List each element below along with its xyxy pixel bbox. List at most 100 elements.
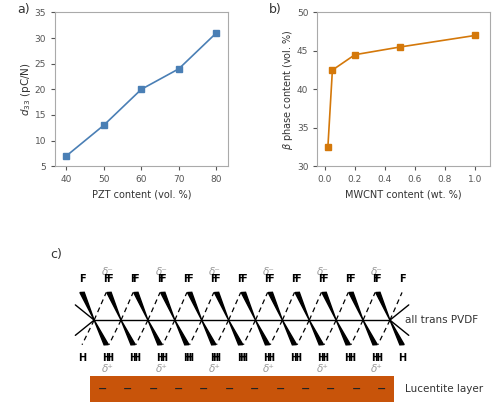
Text: F: F bbox=[156, 274, 164, 284]
Polygon shape bbox=[134, 292, 148, 320]
Y-axis label: $d_{33}$ (pC/N): $d_{33}$ (pC/N) bbox=[19, 62, 33, 116]
Text: H: H bbox=[158, 353, 167, 363]
Text: δ⁻: δ⁻ bbox=[156, 268, 168, 278]
Polygon shape bbox=[175, 320, 189, 345]
Text: H: H bbox=[183, 353, 191, 363]
Text: H: H bbox=[318, 353, 326, 363]
Text: F: F bbox=[132, 274, 139, 284]
Polygon shape bbox=[160, 292, 175, 320]
Text: H: H bbox=[102, 353, 110, 363]
Text: H: H bbox=[240, 353, 248, 363]
Text: all trans PVDF: all trans PVDF bbox=[405, 315, 478, 325]
Text: δ⁻: δ⁻ bbox=[102, 268, 114, 278]
Text: δ⁺: δ⁺ bbox=[370, 364, 382, 374]
Polygon shape bbox=[322, 292, 336, 320]
Text: H: H bbox=[186, 353, 194, 363]
Text: δ⁻: δ⁻ bbox=[209, 268, 221, 278]
Text: δ⁺: δ⁺ bbox=[263, 364, 275, 374]
Text: F: F bbox=[103, 274, 110, 284]
Text: H: H bbox=[264, 353, 272, 363]
Text: −: − bbox=[352, 384, 361, 394]
Text: −: − bbox=[98, 384, 107, 394]
Text: H: H bbox=[293, 353, 301, 363]
Text: F: F bbox=[291, 274, 298, 284]
Text: F: F bbox=[321, 274, 328, 284]
Polygon shape bbox=[295, 292, 310, 320]
Text: δ⁻: δ⁻ bbox=[370, 268, 382, 278]
Text: F: F bbox=[184, 274, 190, 284]
Polygon shape bbox=[363, 320, 378, 345]
Polygon shape bbox=[228, 320, 243, 345]
Text: F: F bbox=[240, 274, 246, 284]
Text: F: F bbox=[238, 274, 244, 284]
Polygon shape bbox=[214, 292, 228, 320]
Text: F: F bbox=[348, 274, 354, 284]
Text: H: H bbox=[371, 353, 379, 363]
Text: H: H bbox=[236, 353, 245, 363]
Text: δ⁻: δ⁻ bbox=[263, 268, 275, 278]
Polygon shape bbox=[390, 320, 404, 345]
Text: −: − bbox=[148, 384, 158, 394]
Text: H: H bbox=[398, 353, 406, 363]
Text: H: H bbox=[212, 353, 220, 363]
Polygon shape bbox=[349, 292, 363, 320]
Text: F: F bbox=[345, 274, 352, 284]
Polygon shape bbox=[241, 292, 256, 320]
Text: H: H bbox=[132, 353, 140, 363]
Text: H: H bbox=[344, 353, 352, 363]
Text: F: F bbox=[374, 274, 381, 284]
Text: F: F bbox=[160, 274, 166, 284]
Text: H: H bbox=[210, 353, 218, 363]
Text: −: − bbox=[224, 384, 234, 394]
Text: F: F bbox=[186, 274, 193, 284]
Text: H: H bbox=[156, 353, 164, 363]
Polygon shape bbox=[310, 320, 324, 345]
Text: −: − bbox=[276, 384, 285, 394]
Polygon shape bbox=[282, 320, 296, 345]
Bar bbox=[90, 375, 394, 402]
Polygon shape bbox=[80, 292, 94, 320]
Text: −: − bbox=[174, 384, 184, 394]
Text: F: F bbox=[294, 274, 300, 284]
Polygon shape bbox=[121, 320, 136, 345]
Polygon shape bbox=[268, 292, 282, 320]
Text: −: − bbox=[123, 384, 132, 394]
Polygon shape bbox=[376, 292, 390, 320]
Text: Lucentite layer: Lucentite layer bbox=[405, 384, 483, 394]
X-axis label: MWCNT content (wt. %): MWCNT content (wt. %) bbox=[346, 190, 462, 200]
Text: F: F bbox=[372, 274, 378, 284]
Polygon shape bbox=[256, 320, 270, 345]
Text: −: − bbox=[250, 384, 260, 394]
Text: H: H bbox=[78, 353, 86, 363]
Text: H: H bbox=[129, 353, 137, 363]
Text: δ⁺: δ⁺ bbox=[317, 364, 328, 374]
Text: δ⁺: δ⁺ bbox=[209, 364, 221, 374]
X-axis label: PZT content (vol. %): PZT content (vol. %) bbox=[92, 190, 191, 200]
Text: H: H bbox=[266, 353, 274, 363]
Text: F: F bbox=[318, 274, 324, 284]
Text: δ⁺: δ⁺ bbox=[102, 364, 114, 374]
Text: a): a) bbox=[17, 3, 29, 16]
Text: F: F bbox=[398, 274, 406, 284]
Text: −: − bbox=[301, 384, 310, 394]
Text: H: H bbox=[290, 353, 298, 363]
Text: H: H bbox=[347, 353, 355, 363]
Text: b): b) bbox=[269, 3, 282, 16]
Polygon shape bbox=[107, 292, 121, 320]
Text: δ⁻: δ⁻ bbox=[317, 268, 328, 278]
Polygon shape bbox=[202, 320, 216, 345]
Text: H: H bbox=[105, 353, 113, 363]
Polygon shape bbox=[148, 320, 162, 345]
Text: −: − bbox=[377, 384, 386, 394]
Text: F: F bbox=[213, 274, 220, 284]
Polygon shape bbox=[188, 292, 202, 320]
Y-axis label: $\beta$ phase content (vol. %): $\beta$ phase content (vol. %) bbox=[282, 29, 296, 150]
Text: c): c) bbox=[50, 248, 62, 261]
Text: −: − bbox=[200, 384, 208, 394]
Text: F: F bbox=[267, 274, 274, 284]
Text: −: − bbox=[326, 384, 336, 394]
Text: F: F bbox=[130, 274, 136, 284]
Text: F: F bbox=[210, 274, 217, 284]
Polygon shape bbox=[336, 320, 350, 345]
Text: F: F bbox=[264, 274, 271, 284]
